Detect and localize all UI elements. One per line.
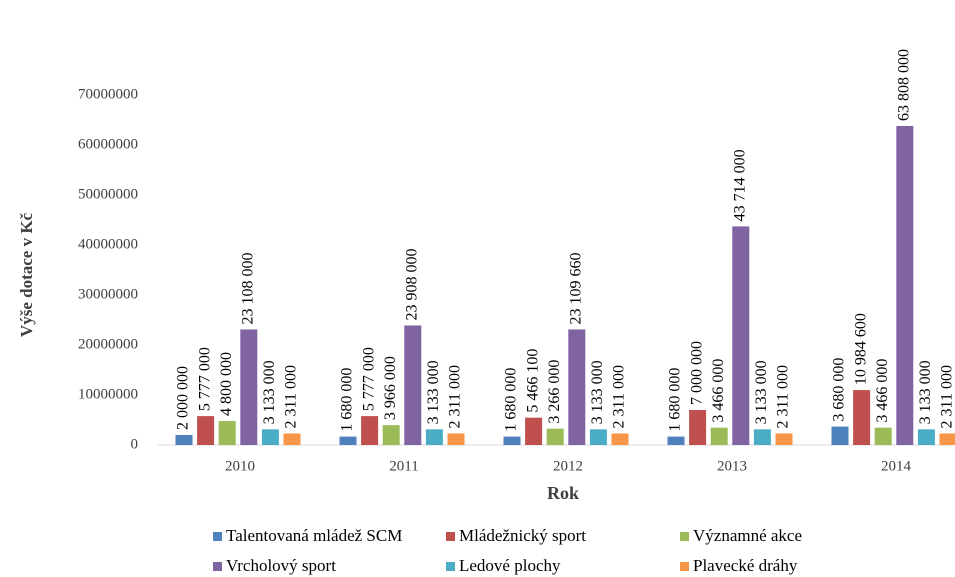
bar xyxy=(525,417,543,445)
legend-swatch xyxy=(446,532,455,541)
value-label: 23 109 660 xyxy=(567,252,584,324)
bar xyxy=(546,428,564,445)
value-label: 2 311 000 xyxy=(611,365,628,428)
value-label: 3 266 000 xyxy=(546,360,563,424)
bar xyxy=(283,433,301,445)
y-tick-label: 40000000 xyxy=(78,236,138,252)
x-tick-label: 2012 xyxy=(553,458,583,474)
value-label: 4 800 000 xyxy=(218,352,235,416)
legend-label: Ledové plochy xyxy=(459,556,561,575)
value-label: 3 133 000 xyxy=(261,360,278,424)
y-axis-title: Výše dotace v Kč xyxy=(17,212,36,337)
value-label: 43 714 000 xyxy=(731,149,748,221)
value-label: 2 311 000 xyxy=(775,365,792,428)
y-tick-label: 50000000 xyxy=(78,186,138,202)
value-label: 1 680 000 xyxy=(667,368,684,432)
legend-label: Významné akce xyxy=(693,526,802,545)
x-tick-label: 2011 xyxy=(389,458,418,474)
value-label: 5 777 000 xyxy=(360,347,377,411)
legend-swatch xyxy=(680,532,689,541)
bar xyxy=(710,427,728,445)
value-label: 3 133 000 xyxy=(589,360,606,424)
value-label: 3 466 000 xyxy=(710,359,727,423)
bar xyxy=(896,125,914,446)
y-tick-label: 0 xyxy=(131,436,139,452)
value-label: 7 000 000 xyxy=(688,341,705,405)
bar xyxy=(240,329,258,445)
bar xyxy=(382,425,400,445)
legend-swatch xyxy=(446,562,455,571)
x-axis-title: Rok xyxy=(547,483,579,503)
bar xyxy=(775,433,793,445)
value-label: 2 311 000 xyxy=(447,365,464,428)
value-label: 3 133 000 xyxy=(425,360,442,424)
value-label: 1 680 000 xyxy=(339,368,356,432)
legend-label: Mládežnický sport xyxy=(459,526,586,545)
bar xyxy=(939,433,955,445)
legend-swatch xyxy=(213,562,222,571)
y-tick-label: 60000000 xyxy=(78,136,138,152)
value-label: 63 808 000 xyxy=(895,49,912,121)
bar xyxy=(689,410,707,445)
value-label: 10 984 600 xyxy=(852,313,869,385)
bar xyxy=(589,429,607,445)
value-label: 3 133 000 xyxy=(753,360,770,424)
legend-label: Vrcholový sport xyxy=(226,556,336,575)
bar xyxy=(404,325,422,445)
value-label: 1 680 000 xyxy=(503,368,520,432)
y-tick-label: 70000000 xyxy=(78,86,138,102)
y-tick-label: 20000000 xyxy=(78,336,138,352)
bar xyxy=(667,436,685,445)
legend-label: Talentovaná mládež SCM xyxy=(226,526,402,545)
bar xyxy=(611,433,629,445)
legend-label: Plavecké dráhy xyxy=(693,556,798,575)
x-tick-label: 2010 xyxy=(225,458,255,474)
legend-swatch xyxy=(680,562,689,571)
value-label: 23 108 000 xyxy=(239,252,256,324)
bar xyxy=(503,436,521,445)
bar xyxy=(175,435,193,445)
y-tick-label: 10000000 xyxy=(78,386,138,402)
bar xyxy=(447,433,465,445)
value-label: 3 680 000 xyxy=(831,358,848,422)
bar xyxy=(753,429,771,445)
bar xyxy=(732,226,750,445)
y-tick-label: 30000000 xyxy=(78,286,138,302)
value-label: 3 466 000 xyxy=(874,359,891,423)
value-label: 5 777 000 xyxy=(196,347,213,411)
value-label: 5 466 100 xyxy=(524,349,541,413)
bar xyxy=(361,416,379,445)
bar xyxy=(425,429,443,445)
bar xyxy=(197,416,215,445)
bar xyxy=(874,427,892,445)
value-label: 2 000 000 xyxy=(175,366,192,430)
bar xyxy=(917,429,935,445)
bar xyxy=(831,426,849,445)
value-label: 2 311 000 xyxy=(939,365,955,428)
x-tick-label: 2014 xyxy=(881,458,912,474)
value-label: 2 311 000 xyxy=(283,365,300,428)
value-label: 23 908 000 xyxy=(403,248,420,320)
x-tick-label: 2013 xyxy=(717,458,747,474)
bar xyxy=(568,329,586,445)
bar xyxy=(339,436,357,445)
value-label: 3 966 000 xyxy=(382,356,399,420)
bar xyxy=(218,421,236,445)
bar xyxy=(853,390,871,445)
bar xyxy=(261,429,279,445)
legend-swatch xyxy=(213,532,222,541)
value-label: 3 133 000 xyxy=(917,360,934,424)
